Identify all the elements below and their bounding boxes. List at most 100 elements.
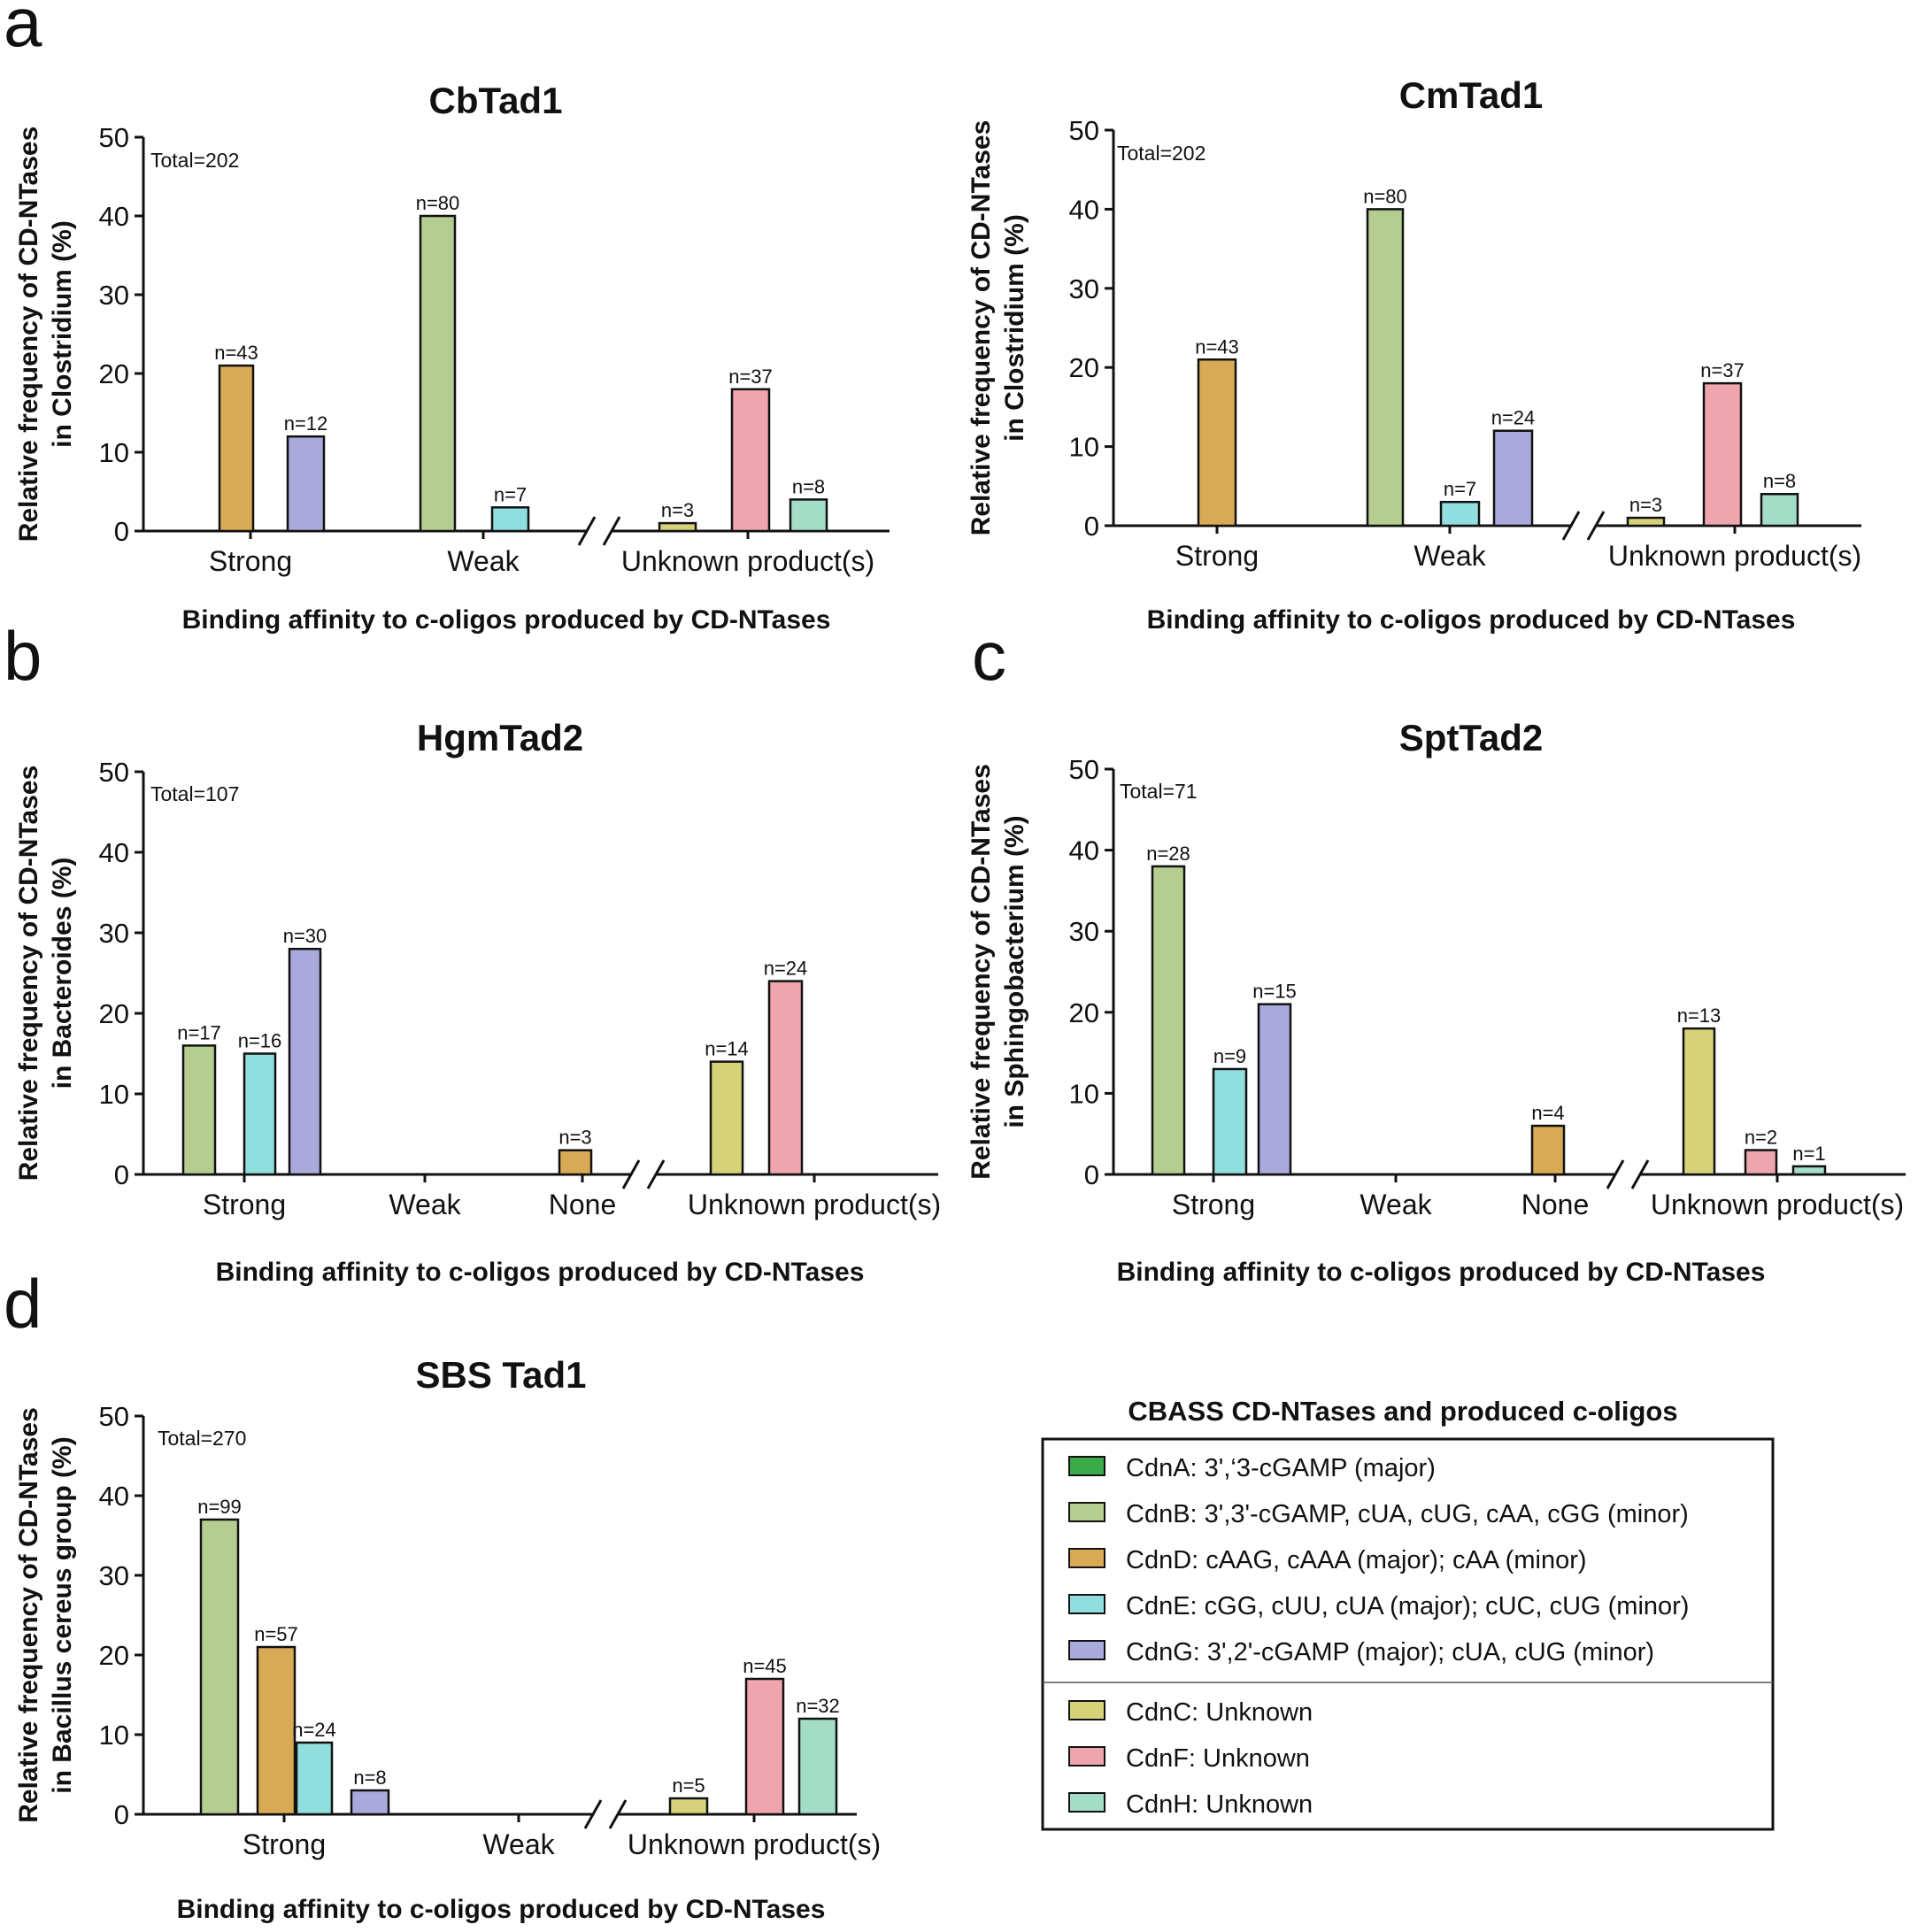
y-tick-label: 30 (99, 1560, 129, 1591)
bar-cdnb (1366, 208, 1405, 527)
bar-cdnf (1744, 1149, 1778, 1176)
panel-letter-c: c (972, 617, 1006, 695)
panel-letter-d: d (4, 1265, 42, 1343)
y-axis-label: Relative frequency of CD-NTases (14, 1407, 43, 1823)
y-axis-label: in Clostridium (%) (48, 220, 77, 448)
x-category-label: None (1521, 1189, 1590, 1220)
bar-count-label: n=7 (494, 483, 527, 505)
total-label: Total=71 (1120, 780, 1198, 803)
y-tick-label: 10 (99, 1720, 129, 1751)
bar-cdnf (1702, 381, 1743, 527)
chart-title: CbTad1 (429, 80, 563, 121)
bar-count-label: n=15 (1252, 981, 1297, 1003)
bar-count-label: n=3 (661, 499, 694, 521)
bar-count-label: n=17 (177, 1021, 221, 1043)
bar-count-label: n=28 (1146, 843, 1190, 865)
legend-label: CdnF: Unknown (1126, 1744, 1310, 1773)
legend-item-cdna: CdnA: 3',‘3-cGAMP (major) (1068, 1454, 1436, 1482)
bar-count-label: n=45 (743, 1655, 787, 1677)
bar-count-label: n=43 (1195, 335, 1239, 358)
chart-cbtad1: CbTad1 0 10 20 30 40 50 Relative frequency of C… (14, 80, 890, 635)
legend-item-cdne: CdnE: cGG, cUU, cUA (major); cUC, cUG (m… (1068, 1592, 1689, 1620)
x-category-label: Unknown product(s) (1651, 1189, 1904, 1220)
bar-count-label: n=43 (214, 342, 258, 364)
axis-break-mark (1561, 511, 1581, 541)
total-label: Total=202 (1117, 142, 1205, 165)
y-tick-label: 50 (99, 1401, 129, 1432)
legend-box (1041, 1437, 1775, 1831)
legend-swatch (1068, 1792, 1105, 1813)
bar-cdnd (256, 1645, 297, 1816)
bar-cdne (490, 506, 530, 533)
bar-count-label: n=80 (416, 192, 460, 214)
y-tick-label: 10 (1069, 432, 1099, 463)
x-axis-label: Binding affinity to c-oligos produced by… (182, 605, 831, 635)
legend-item-cdnb: CdnB: 3',3'-cGAMP, cUA, cUG, cAA, cGG (m… (1068, 1500, 1689, 1528)
y-axis-label: Relative frequency of CD-NTases (14, 127, 43, 543)
bar-cdng (1492, 429, 1534, 527)
legend-item-cdnd: CdnD: cAAG, cAAA (major); cAA (minor) (1068, 1546, 1587, 1574)
bar-cdnh (1760, 492, 1799, 527)
bar-cdnf (744, 1677, 785, 1816)
axis-break-mark (1586, 511, 1606, 541)
legend-item-cdng: CdnG: 3',2'-cGAMP (major); cUA, cUG (min… (1068, 1638, 1654, 1666)
y-tick-label: 20 (1069, 352, 1099, 383)
legend-item-cdnf: CdnF: Unknown (1068, 1744, 1310, 1773)
bar-cdnc (1682, 1027, 1716, 1176)
panel-letter-b: b (4, 617, 42, 695)
bar-cdnb (199, 1518, 240, 1816)
y-tick-label: 20 (99, 998, 129, 1029)
x-category-label: Strong (203, 1189, 286, 1220)
bar-cdng (288, 947, 322, 1176)
panel-letter-a: a (4, 0, 42, 61)
bar-cdne (295, 1741, 334, 1816)
x-category-label: Weak (389, 1189, 461, 1220)
legend-swatch (1068, 1456, 1105, 1476)
bar-cdng (286, 435, 326, 533)
y-tick-label: 50 (99, 757, 129, 788)
y-tick-label: 0 (1084, 1159, 1099, 1190)
axis-break-mark (1630, 1159, 1650, 1189)
legend-label: CdnG: 3',2'-cGAMP (major); cUA, cUG (min… (1126, 1638, 1654, 1666)
legend-label: CdnB: 3',3'-cGAMP, cUA, cUG, cAA, cGG (m… (1126, 1500, 1689, 1528)
x-category-label: Weak (1360, 1189, 1432, 1220)
bar-count-label: n=13 (1677, 1004, 1722, 1027)
chart-spttad2: SptTad2 0 10 20 30 40 50 Relative frequency of … (967, 717, 1906, 1287)
x-category-label: Unknown product(s) (628, 1828, 881, 1860)
y-tick-label: 40 (99, 201, 129, 232)
x-axis-label: Binding affinity to c-oligos produced by… (216, 1258, 865, 1287)
y-tick-label: 20 (99, 358, 129, 389)
legend-swatch (1068, 1640, 1105, 1660)
y-tick-label: 0 (1084, 511, 1099, 542)
bar-cdnc (1626, 516, 1666, 527)
legend-swatch (1068, 1548, 1105, 1568)
bar-count-label: n=99 (197, 1496, 242, 1518)
bar-cdnb (181, 1044, 217, 1176)
x-axis-label: Binding affinity to c-oligos produced by… (177, 1895, 826, 1924)
bar-count-label: n=8 (353, 1767, 386, 1789)
bar-cdnh (797, 1717, 838, 1816)
total-label: Total=202 (150, 149, 239, 172)
bar-count-label: n=80 (1363, 185, 1407, 207)
x-category-label: Unknown product(s) (1608, 540, 1861, 572)
legend-swatch (1068, 1594, 1105, 1614)
legend-item-cdnc: CdnC: Unknown (1068, 1698, 1313, 1727)
bar-cdnb (419, 214, 457, 533)
bar-cdnc (709, 1060, 744, 1176)
bar-cdng (350, 1789, 390, 1816)
y-axis-label: in Sphingobacterium (%) (1000, 815, 1029, 1128)
y-axis-label: in Bacteroides (%) (48, 858, 77, 1089)
legend-swatch (1068, 1746, 1105, 1767)
x-category-label: Strong (1172, 1189, 1255, 1220)
bar-count-label: n=8 (792, 475, 825, 497)
y-tick-label: 40 (99, 837, 129, 868)
legend-item-cdnh: CdnH: Unknown (1068, 1790, 1313, 1819)
y-tick-label: 10 (99, 437, 129, 468)
bar-cdng (1257, 1003, 1292, 1176)
bar-count-label: n=3 (1629, 494, 1662, 516)
bar-count-label: n=30 (283, 925, 327, 947)
bar-cdnd (1197, 358, 1237, 527)
y-tick-label: 0 (114, 1159, 129, 1190)
legend-label: CdnH: Unknown (1126, 1790, 1313, 1819)
bar-cdnf (767, 980, 804, 1176)
